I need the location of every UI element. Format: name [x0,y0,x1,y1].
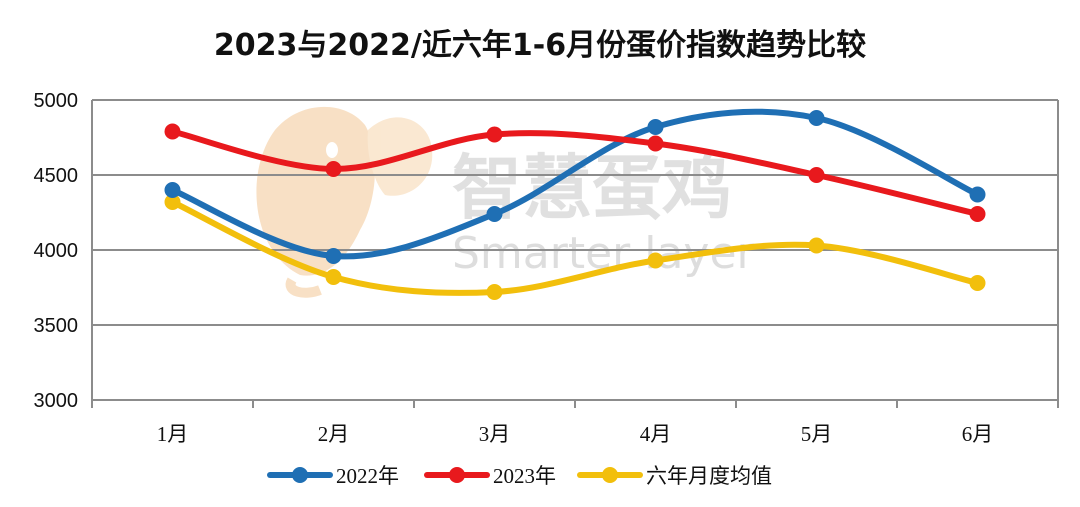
data-point [325,248,342,264]
grid [92,99,1058,326]
x-tick-label: 2月 [318,422,350,446]
data-point [808,237,825,254]
data-point [486,126,503,143]
y-tick-label: 4500 [34,165,79,187]
legend-swatch-marker [449,467,465,483]
series-line-0 [169,108,981,260]
legend-label: 2023年 [493,464,556,488]
data-point [969,206,986,222]
data-point [325,269,342,285]
watermark: 智慧蛋鸡 Smarter layer [256,106,756,298]
data-point [486,284,503,300]
legend-swatch-marker [602,467,618,483]
data-point [325,161,342,177]
y-tick-label: 3500 [34,315,79,337]
data-point [808,110,825,126]
y-tick-label: 4000 [34,240,79,262]
chart-title: 2023与2022/近六年1-6月份蛋价指数趋势比较 [214,28,866,63]
series-line-2 [169,199,981,296]
series-line-1 [169,128,981,217]
legend: 2022年 2023年 六年月度均值 [267,464,772,488]
legend-label: 六年月度均值 [646,464,772,488]
x-tick-label: 3月 [479,422,511,446]
data-point [808,167,825,183]
y-tick-label: 5000 [34,90,79,112]
series-lines [164,108,986,300]
data-point [164,123,181,140]
data-point [164,182,181,198]
legend-swatch-marker [292,467,308,483]
x-tick-label: 6月 [962,422,994,446]
data-point [969,186,986,203]
chicken-head-logo-icon [256,106,433,298]
x-tick-label: 4月 [640,422,672,446]
data-point [969,275,986,291]
data-point [486,206,503,222]
data-point [647,135,664,152]
axes: 3000 3500 4000 4500 5000 1月 2月 3月 4月 5月 6月 [34,90,1059,446]
x-tick-label: 5月 [801,422,833,446]
x-tick-label: 1月 [157,422,189,446]
data-point [647,252,664,269]
y-tick-label: 3000 [34,390,79,412]
legend-label: 2022年 [336,464,399,488]
data-point [647,119,664,135]
